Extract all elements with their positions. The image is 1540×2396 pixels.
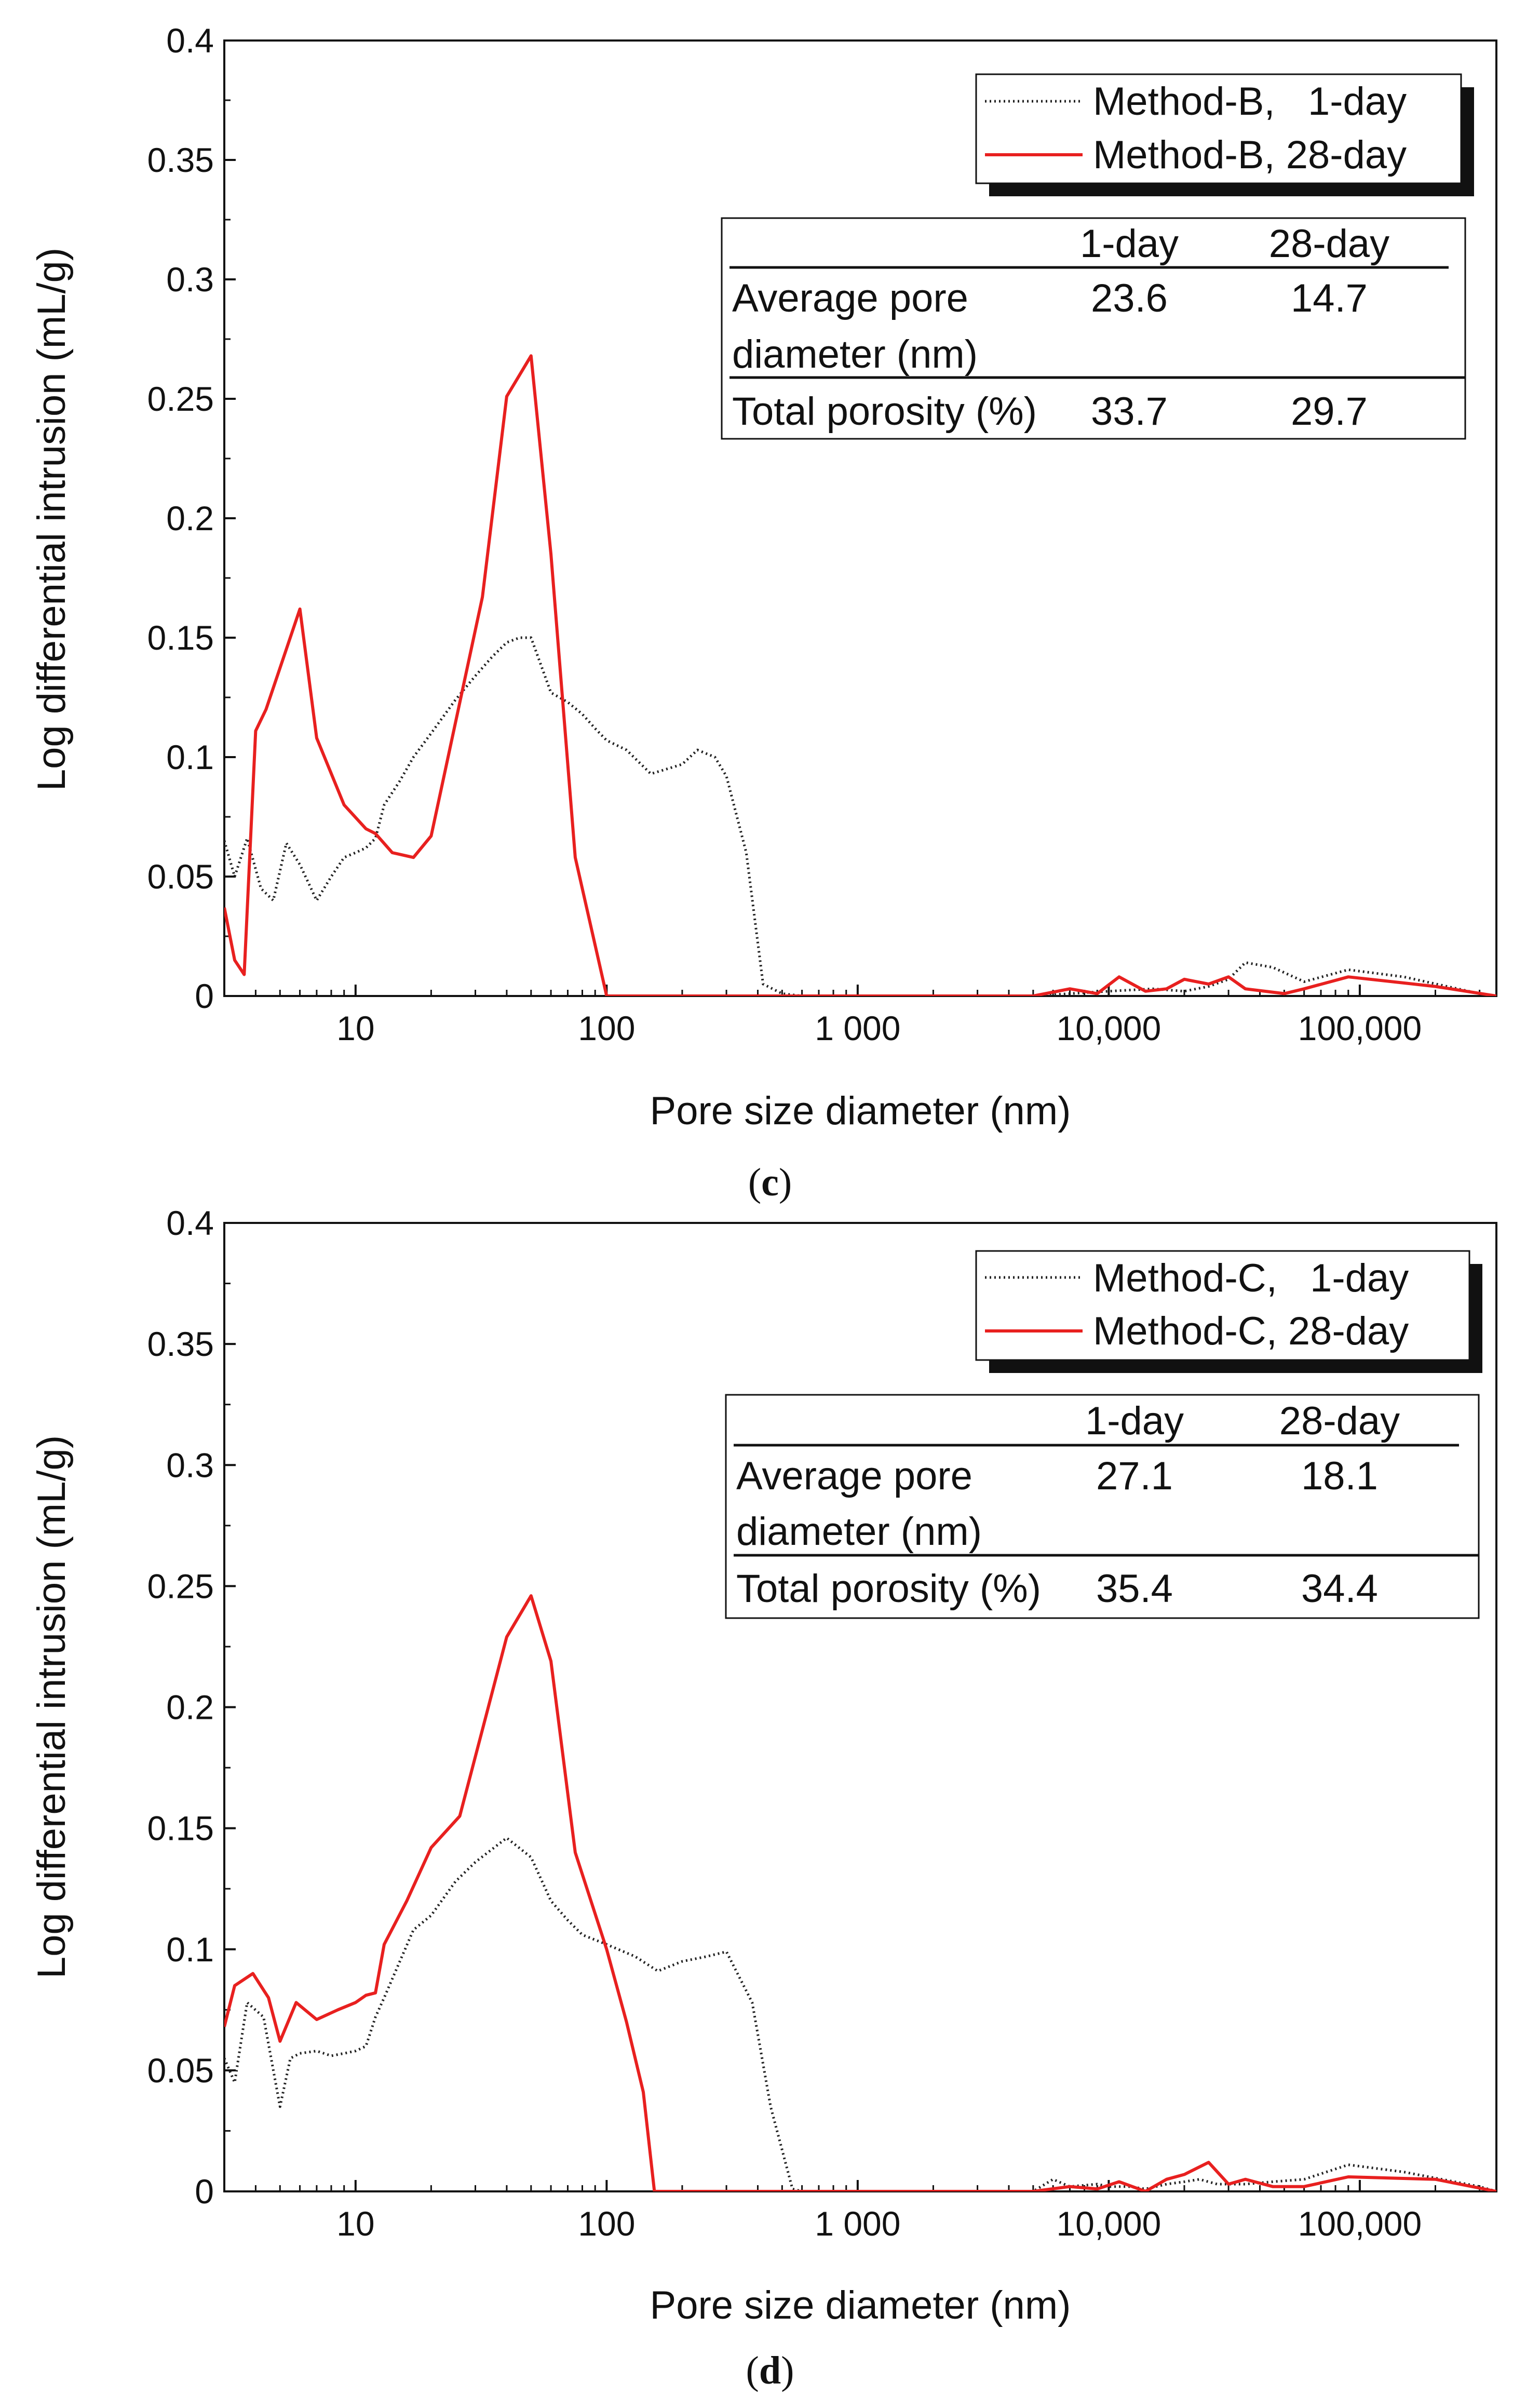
y-tick-label: 0.25 <box>147 1567 214 1605</box>
series-line-1-day <box>224 1836 1496 2191</box>
y-axis-title: Log differential intrusion (mL/g) <box>30 1435 74 1978</box>
panel-label-c: (c) <box>748 1161 792 1204</box>
table-row-label-avg-line2: diameter (nm) <box>736 1510 982 1554</box>
table-row-label-avg-line1: Average pore <box>732 276 968 320</box>
y-tick-label: 0.25 <box>147 380 214 418</box>
table-row-label-avg-line2: diameter (nm) <box>732 332 978 376</box>
chart-panel-c: 0 0.05 0.1 0.15 0.2 0.25 0.3 0.35 0.4 10 100 1 000… <box>30 21 1497 1204</box>
y-tick-label: 0.1 <box>166 1930 214 1969</box>
y-tick-label: 0 <box>195 977 214 1015</box>
table-row-label-porosity: Total porosity (%) <box>732 389 1037 434</box>
panel-letter-c: c <box>761 1161 779 1204</box>
y-tick-label: 0.1 <box>166 738 214 776</box>
summary-table: 1-day 28-day Average pore diameter (nm) … <box>721 217 1466 440</box>
y-axis: 0 0.05 0.1 0.15 0.2 0.25 0.3 0.35 0.4 <box>147 1204 236 2211</box>
y-tick-label: 0.15 <box>147 618 214 657</box>
chart-panel-d: 0 0.05 0.1 0.15 0.2 0.25 0.3 0.35 0.4 10 100 1 000… <box>30 1204 1497 2392</box>
y-tick-label: 0.15 <box>147 1809 214 1848</box>
x-tick-label: 1 000 <box>815 1009 900 1047</box>
table-header-1-day: 1-day <box>1080 222 1179 266</box>
y-tick-label: 0.05 <box>147 857 214 896</box>
x-axis-title: Pore size diameter (nm) <box>650 1089 1071 1133</box>
y-tick-label: 0.4 <box>166 1204 214 1242</box>
series-group <box>224 354 1496 996</box>
legend-label-28-day: Method-C, 28-day <box>1093 1309 1409 1353</box>
legend-box <box>975 73 1462 184</box>
x-tick-label: 100,000 <box>1298 1009 1422 1047</box>
y-axis: 0 0.05 0.1 0.15 0.2 0.25 0.3 0.35 0.4 <box>147 21 236 1015</box>
y-tick-label: 0.3 <box>166 260 214 299</box>
y-tick-label: 0.4 <box>166 21 214 60</box>
x-tick-label: 10,000 <box>1056 1009 1161 1047</box>
table-box <box>721 217 1466 440</box>
x-axis: 10 100 1 000 10,000 100,000 <box>223 985 1481 1047</box>
table-value-avg-28-day: 14.7 <box>1291 276 1368 320</box>
x-axis: 10 100 1 000 10,000 100,000 <box>223 2180 1481 2243</box>
legend-box <box>975 1250 1470 1361</box>
y-tick-label: 0 <box>195 2172 214 2211</box>
x-tick-label: 100,000 <box>1298 2204 1422 2243</box>
x-tick-label: 100 <box>578 1009 635 1047</box>
series-line-28-day <box>224 1594 1496 2191</box>
table-header-1-day: 1-day <box>1085 1399 1184 1443</box>
table-header-28-day: 28-day <box>1279 1399 1400 1443</box>
series-line-28-day <box>224 354 1496 996</box>
y-axis-title: Log differential intrusion (mL/g) <box>30 248 74 791</box>
y-tick-label: 0.35 <box>147 1325 214 1363</box>
table-value-avg-1-day: 23.6 <box>1091 276 1168 320</box>
table-value-avg-1-day: 27.1 <box>1096 1454 1173 1498</box>
x-tick-label: 1 000 <box>815 2204 900 2243</box>
panel-letter-d: d <box>759 2349 781 2392</box>
x-tick-label: 10 <box>336 2204 374 2243</box>
x-tick-label: 100 <box>578 2204 635 2243</box>
legend-label-1-day: Method-C, 1-day <box>1093 1256 1409 1300</box>
table-header-28-day: 28-day <box>1269 222 1389 266</box>
y-tick-label: 0.05 <box>147 2051 214 2090</box>
legend-label-1-day: Method-B, 1-day <box>1093 79 1407 124</box>
table-box <box>725 1394 1480 1619</box>
y-tick-label: 0.35 <box>147 141 214 179</box>
legend-label-28-day: Method-B, 28-day <box>1093 133 1407 177</box>
y-tick-label: 0.2 <box>166 499 214 537</box>
table-row-label-avg-line1: Average pore <box>736 1454 972 1498</box>
svg-text:(d): (d) <box>746 2349 794 2392</box>
table-value-porosity-1-day: 35.4 <box>1096 1567 1173 1611</box>
svg-text:(c): (c) <box>748 1161 792 1204</box>
table-value-porosity-28-day: 34.4 <box>1301 1567 1378 1611</box>
series-line-1-day <box>224 636 1496 996</box>
table-value-avg-28-day: 18.1 <box>1301 1454 1378 1498</box>
y-tick-label: 0.3 <box>166 1446 214 1484</box>
legend: Method-B, 1-day Method-B, 28-day <box>975 73 1474 196</box>
x-tick-label: 10 <box>336 1009 374 1047</box>
table-value-porosity-1-day: 33.7 <box>1091 389 1168 434</box>
legend: Method-C, 1-day Method-C, 28-day <box>975 1250 1482 1373</box>
table-row-label-porosity: Total porosity (%) <box>736 1567 1041 1611</box>
panel-label-d: (d) <box>746 2349 794 2392</box>
table-value-porosity-28-day: 29.7 <box>1291 389 1368 434</box>
x-tick-label: 10,000 <box>1056 2204 1161 2243</box>
x-axis-title: Pore size diameter (nm) <box>650 2283 1071 2327</box>
summary-table: 1-day 28-day Average pore diameter (nm) … <box>725 1394 1480 1619</box>
y-tick-label: 0.2 <box>166 1688 214 1727</box>
series-group <box>224 1594 1496 2191</box>
